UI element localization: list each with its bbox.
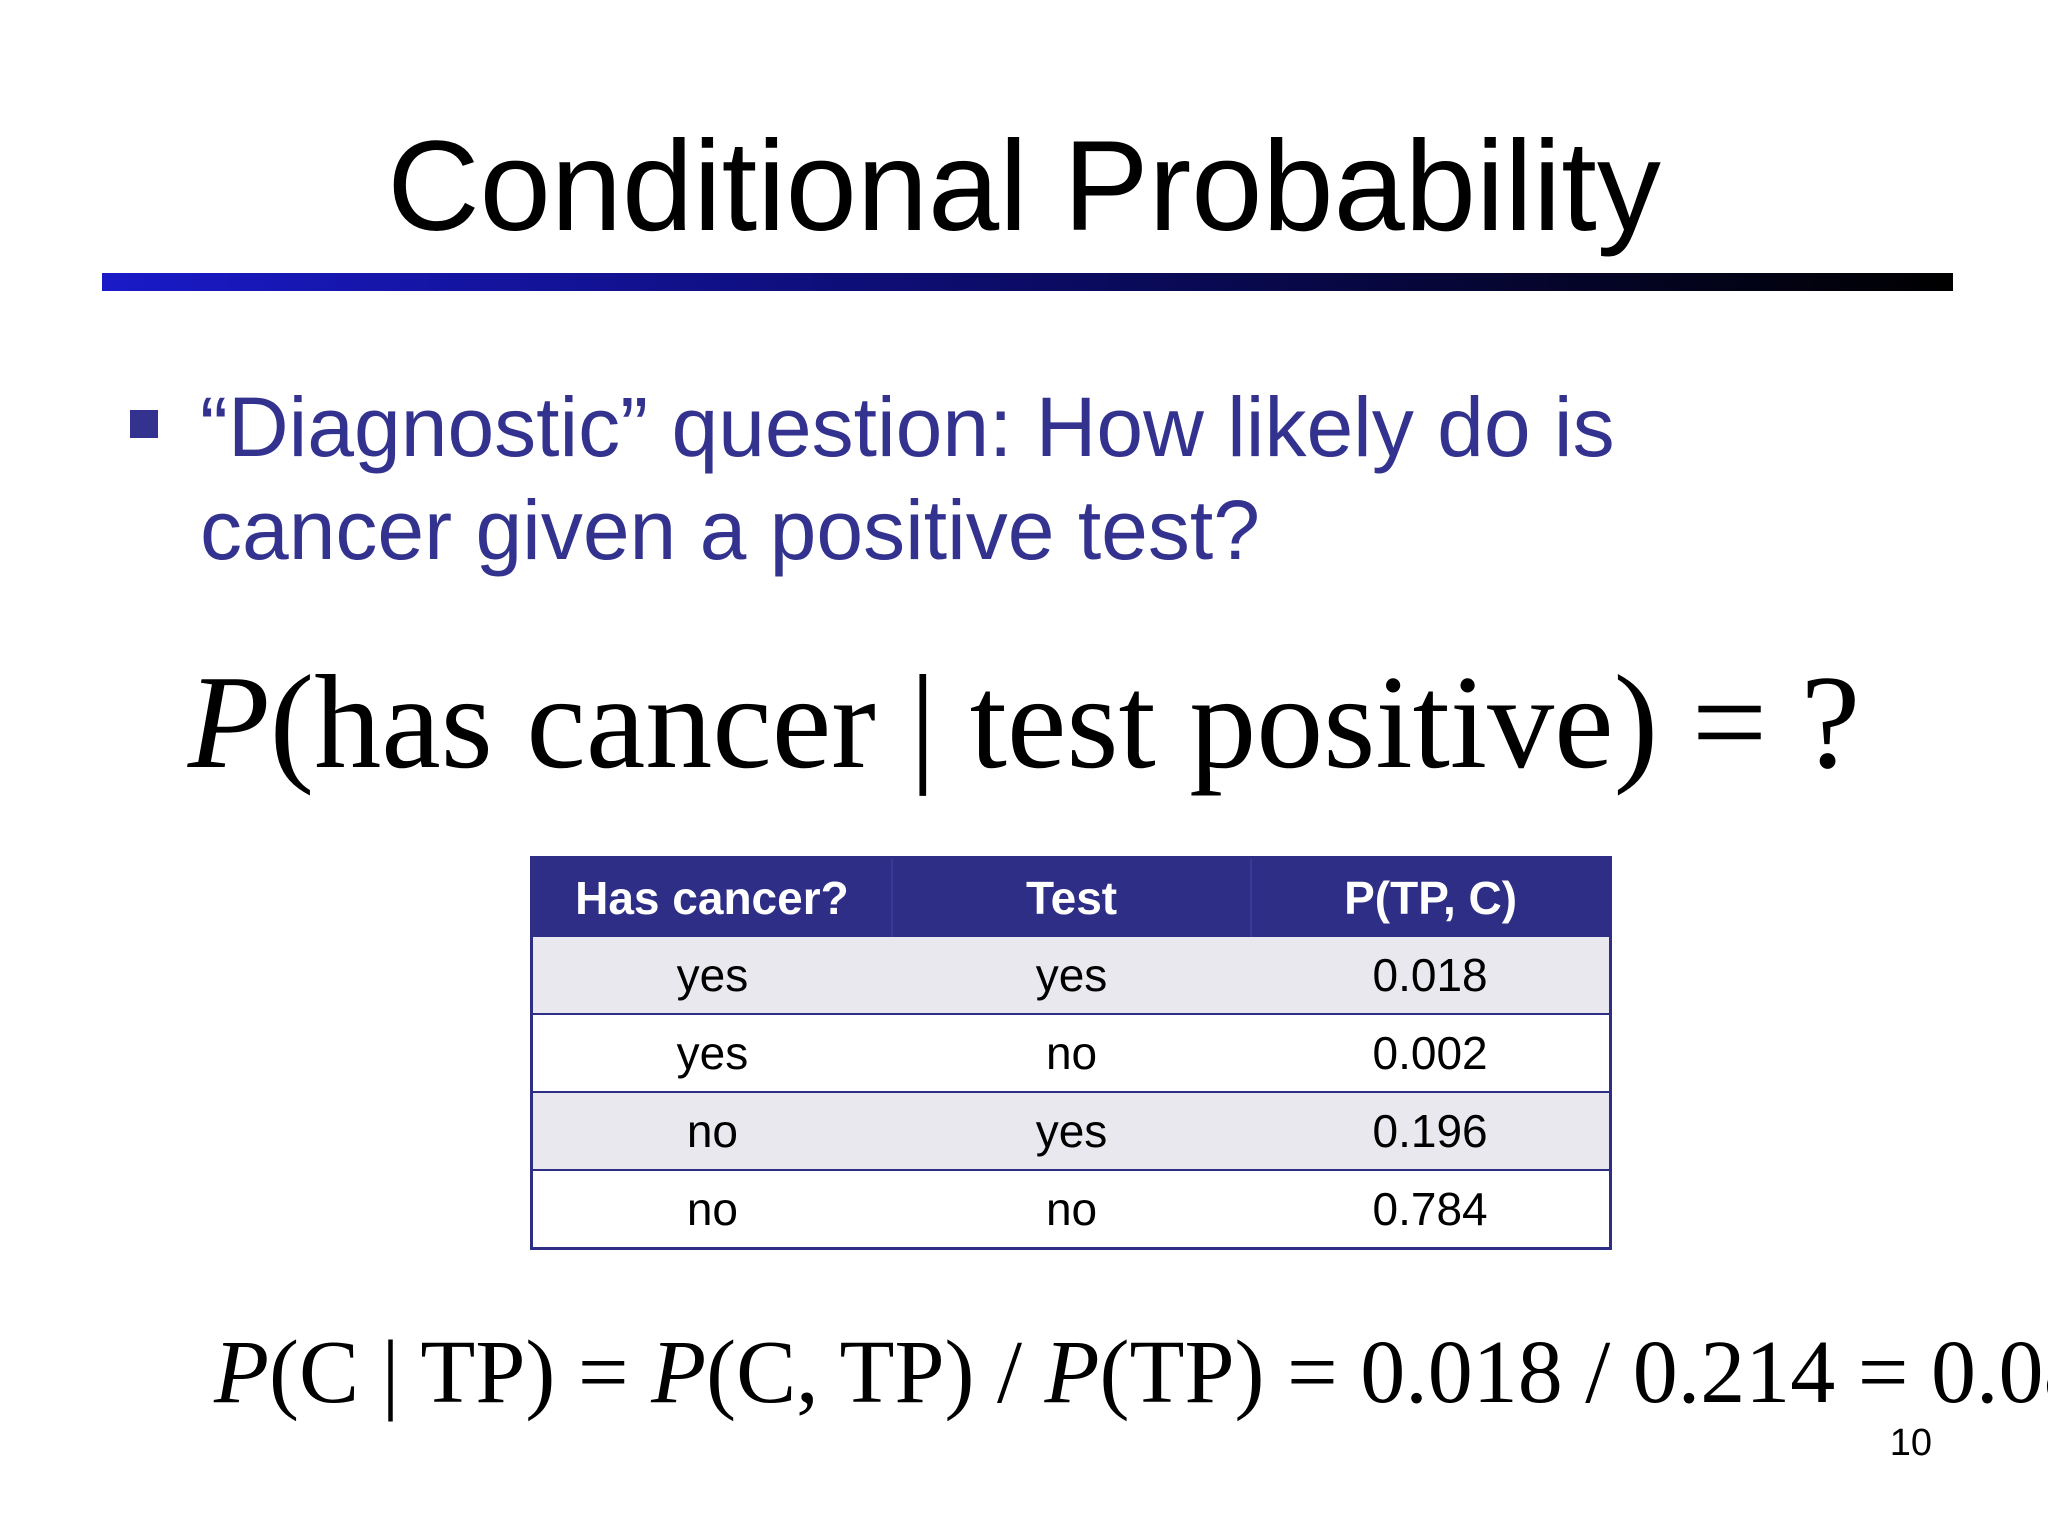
formula-p-symbol: P (214, 1323, 269, 1422)
formula-p-symbol: P (187, 648, 270, 796)
formula-main-body: (has cancer | test positive) = ? (269, 648, 1861, 796)
table-row: yes no 0.002 (531, 1014, 1611, 1093)
header-has-cancer: Has cancer? (531, 857, 893, 937)
main-formula: P(has cancer | test positive) = ? (0, 642, 2048, 802)
header-test: Test (891, 857, 1253, 937)
bullet-square-icon (130, 410, 158, 438)
bottom-formula: P(C | TP) = P(C, TP) / P(TP) = 0.018 / 0… (214, 1318, 2048, 1428)
cell-has-cancer: yes (531, 1014, 892, 1093)
table-header-row: Has cancer? Test P(TP, C) (531, 857, 1611, 937)
formula-part: (C, TP) / (706, 1323, 1045, 1422)
formula-part: (C | TP) = (268, 1323, 652, 1422)
formula-p-symbol: P (651, 1323, 707, 1422)
cell-probability: 0.196 (1251, 1092, 1611, 1171)
cell-test: yes (891, 1092, 1252, 1171)
page-number: 10 (1889, 1422, 1932, 1464)
table-row: yes yes 0.018 (531, 937, 1611, 1015)
table-row: no no 0.784 (531, 1170, 1611, 1250)
cell-probability: 0.784 (1251, 1170, 1611, 1250)
slide-title: Conditional Probability (387, 115, 1661, 258)
title-divider (102, 273, 1953, 291)
probability-table: Has cancer? Test P(TP, C) yes yes 0.018 … (530, 856, 1612, 1250)
formula-part: (TP) = 0.018 / 0.214 = 0.084 (1099, 1323, 2048, 1422)
cell-has-cancer: no (531, 1170, 892, 1250)
cell-probability: 0.018 (1251, 937, 1611, 1015)
table-row: no yes 0.196 (531, 1092, 1611, 1171)
cell-has-cancer: yes (531, 937, 892, 1015)
cell-probability: 0.002 (1251, 1014, 1611, 1093)
cell-test: yes (891, 937, 1252, 1015)
cell-test: no (891, 1170, 1252, 1250)
bullet-text: “Diagnostic” question: How likely do is … (200, 380, 1615, 577)
formula-p-symbol: P (1044, 1323, 1100, 1422)
cell-has-cancer: no (531, 1092, 892, 1171)
cell-test: no (891, 1014, 1252, 1093)
header-probability: P(TP, C) (1251, 857, 1611, 937)
